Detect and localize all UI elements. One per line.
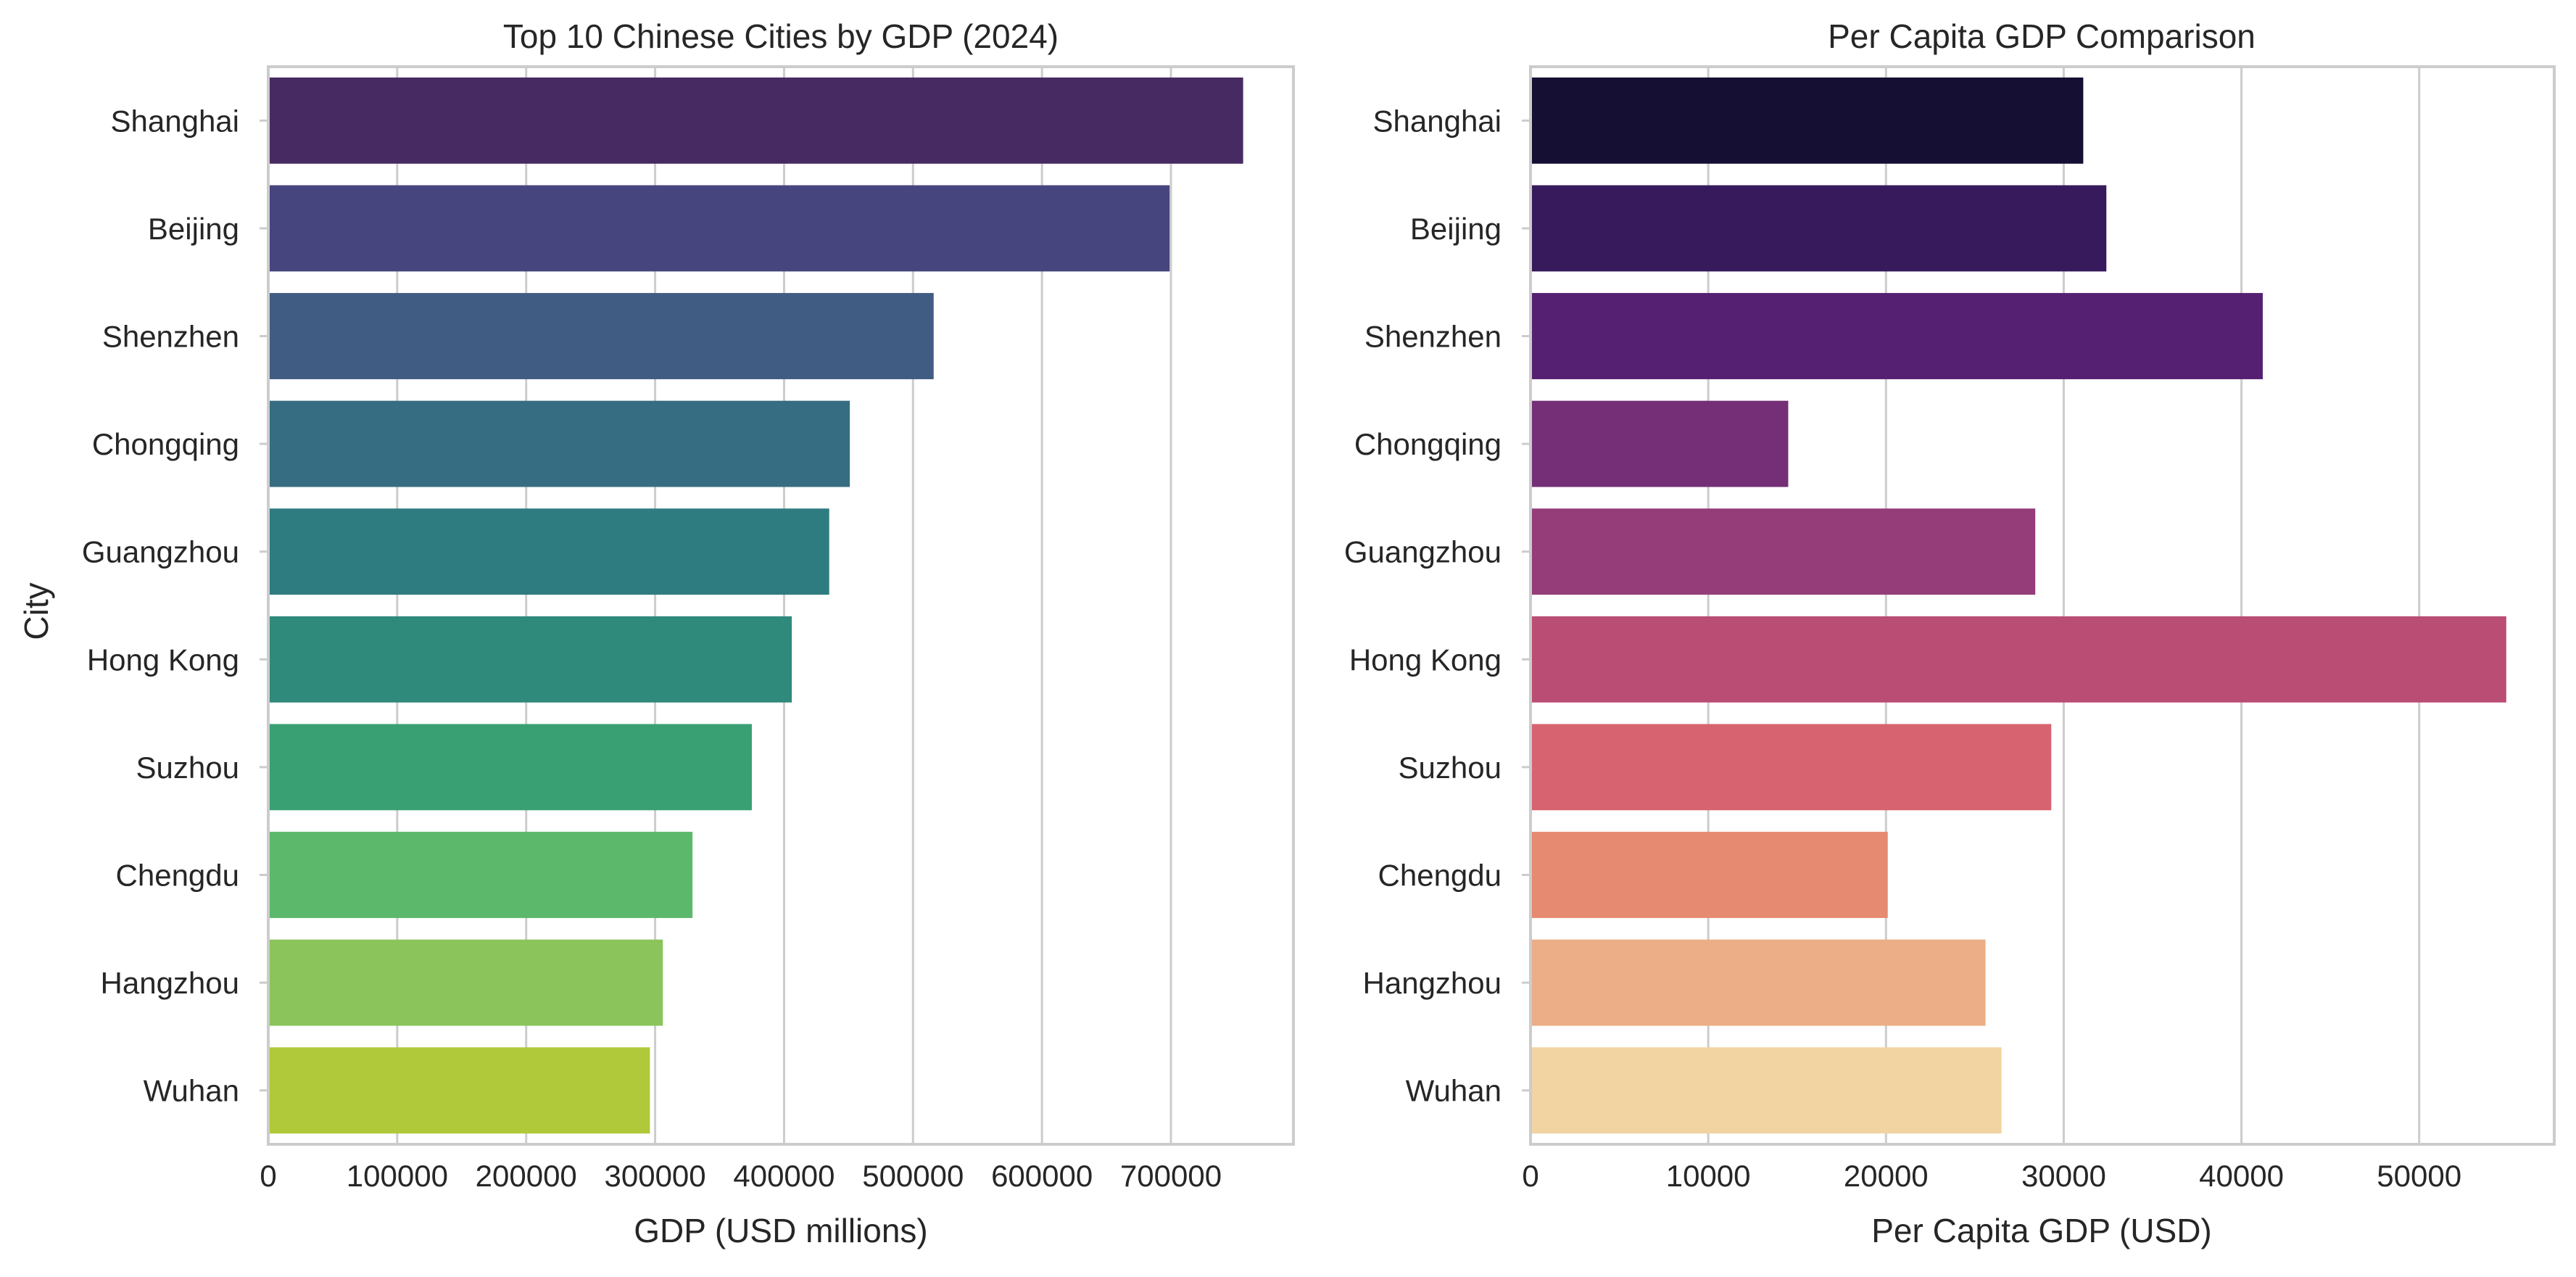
per-capita-chart-frame [1529, 65, 2556, 1146]
per-capita-chart-bar-guangzhou [1531, 508, 2036, 595]
gdp-chart-bar-hangzhou [268, 939, 663, 1026]
gdp-chart-city-label: Wuhan [144, 1074, 239, 1108]
per-capita-chart-city-label: Suzhou [1399, 751, 1502, 785]
per-capita-chart-city-label: Beijing [1410, 212, 1502, 246]
per-capita-chart-bars [1531, 77, 2506, 1134]
gdp-chart-x-axis-label: GDP (USD millions) [634, 1212, 928, 1249]
gdp-chart-frame [267, 65, 1295, 1146]
gdp-chart-bar-guangzhou [268, 508, 829, 595]
per-capita-chart-x-ticks: 0 10000 20000 30000 40000 50000 [1522, 1159, 2461, 1193]
gdp-chart-city-label: Hangzhou [101, 966, 239, 1000]
per-capita-chart-bar-hangzhou [1531, 939, 1986, 1026]
per-capita-chart-bar-wuhan [1531, 1047, 2002, 1134]
per-capita-chart-city-label: Wuhan [1406, 1074, 1502, 1108]
per-capita-chart-bar-chongqing [1531, 400, 1789, 487]
gdp-chart-bars [268, 77, 1243, 1134]
per-capita-chart-x-tick-label: 20000 [1844, 1159, 1929, 1193]
gdp-chart-city-label: Shanghai [111, 104, 240, 138]
per-capita-chart-city-label: Chengdu [1378, 859, 1502, 893]
gdp-chart-bar-hong-kong [268, 616, 792, 703]
per-capita-chart-city-labels: Shanghai Beijing Shenzhen Chongqing Guangzho… [1344, 104, 1531, 1108]
per-capita-chart-bar-suzhou [1531, 724, 2052, 811]
gdp-chart-city-label: Suzhou [136, 751, 239, 785]
per-capita-chart-bar-shanghai [1531, 77, 2084, 164]
gdp-chart-x-tick-label: 200000 [476, 1159, 577, 1193]
gdp-chart-bar-shenzhen [268, 293, 934, 379]
per-capita-chart-x-tick-label: 40000 [2199, 1159, 2284, 1193]
gdp-chart-city-labels: Shanghai Beijing Shenzhen Chongqing Guangzho… [82, 104, 268, 1108]
gdp-chart-city-label: Beijing [148, 212, 239, 246]
per-capita-chart-city-label: Guangzhou [1344, 535, 1502, 569]
gdp-chart-x-tick-label: 500000 [862, 1159, 964, 1193]
per-capita-chart-title: Per Capita GDP Comparison [1828, 17, 2256, 55]
per-capita-chart-x-axis-label: Per Capita GDP (USD) [1871, 1212, 2212, 1249]
gdp-chart-y-axis-label: City [17, 582, 55, 640]
gdp-chart-x-tick-label: 700000 [1120, 1159, 1222, 1193]
gdp-chart-city-label: Chongqing [92, 427, 239, 461]
gdp-chart-city-label: Shenzhen [102, 320, 239, 354]
gdp-chart-x-tick-label: 300000 [605, 1159, 706, 1193]
gdp-chart-bar-chongqing [268, 400, 850, 487]
per-capita-chart-bar-shenzhen [1531, 293, 2263, 379]
per-capita-chart-city-label: Hangzhou [1363, 966, 1502, 1000]
per-capita-chart-x-tick-label: 10000 [1666, 1159, 1751, 1193]
gdp-chart-bar-suzhou [268, 724, 752, 811]
per-capita-chart-x-tick-label: 0 [1522, 1159, 1538, 1193]
gdp-chart-x-tick-label: 0 [260, 1159, 276, 1193]
gdp-chart-city-label: Chengdu [116, 859, 239, 893]
gdp-chart-title: Top 10 Chinese Cities by GDP (2024) [503, 17, 1059, 55]
gdp-chart-x-tick-label: 100000 [347, 1159, 448, 1193]
gdp-chart-city-label: Guangzhou [82, 535, 239, 569]
per-capita-chart-x-tick-label: 30000 [2021, 1159, 2106, 1193]
gdp-chart-x-ticks: 0 100000 200000 300000 400000 500000 600000 700… [260, 1159, 1222, 1193]
per-capita-chart: Per Capita GDP Comparison Per Capita GDP… [1344, 17, 2556, 1249]
per-capita-chart-city-label: Chongqing [1354, 427, 1502, 461]
per-capita-chart-city-label: Shanghai [1373, 104, 1502, 138]
gdp-chart-x-tick-label: 600000 [991, 1159, 1093, 1193]
gdp-chart-x-tick-label: 400000 [733, 1159, 834, 1193]
per-capita-chart-city-label: Shenzhen [1364, 320, 1502, 354]
gdp-chart: Top 10 Chinese Cities by GDP (2024) City… [17, 17, 1295, 1249]
gdp-chart-city-label: Hong Kong [87, 642, 239, 677]
gdp-chart-bar-beijing [268, 185, 1170, 272]
per-capita-chart-bar-chengdu [1531, 832, 1888, 918]
gdp-chart-bar-shanghai [268, 77, 1243, 164]
gdp-chart-bar-chengdu [268, 832, 693, 918]
per-capita-chart-bar-beijing [1531, 185, 2107, 272]
per-capita-chart-city-label: Hong Kong [1349, 642, 1502, 677]
per-capita-chart-x-tick-label: 50000 [2377, 1159, 2461, 1193]
gdp-chart-bar-wuhan [268, 1047, 650, 1134]
per-capita-chart-bar-hong-kong [1531, 616, 2506, 703]
